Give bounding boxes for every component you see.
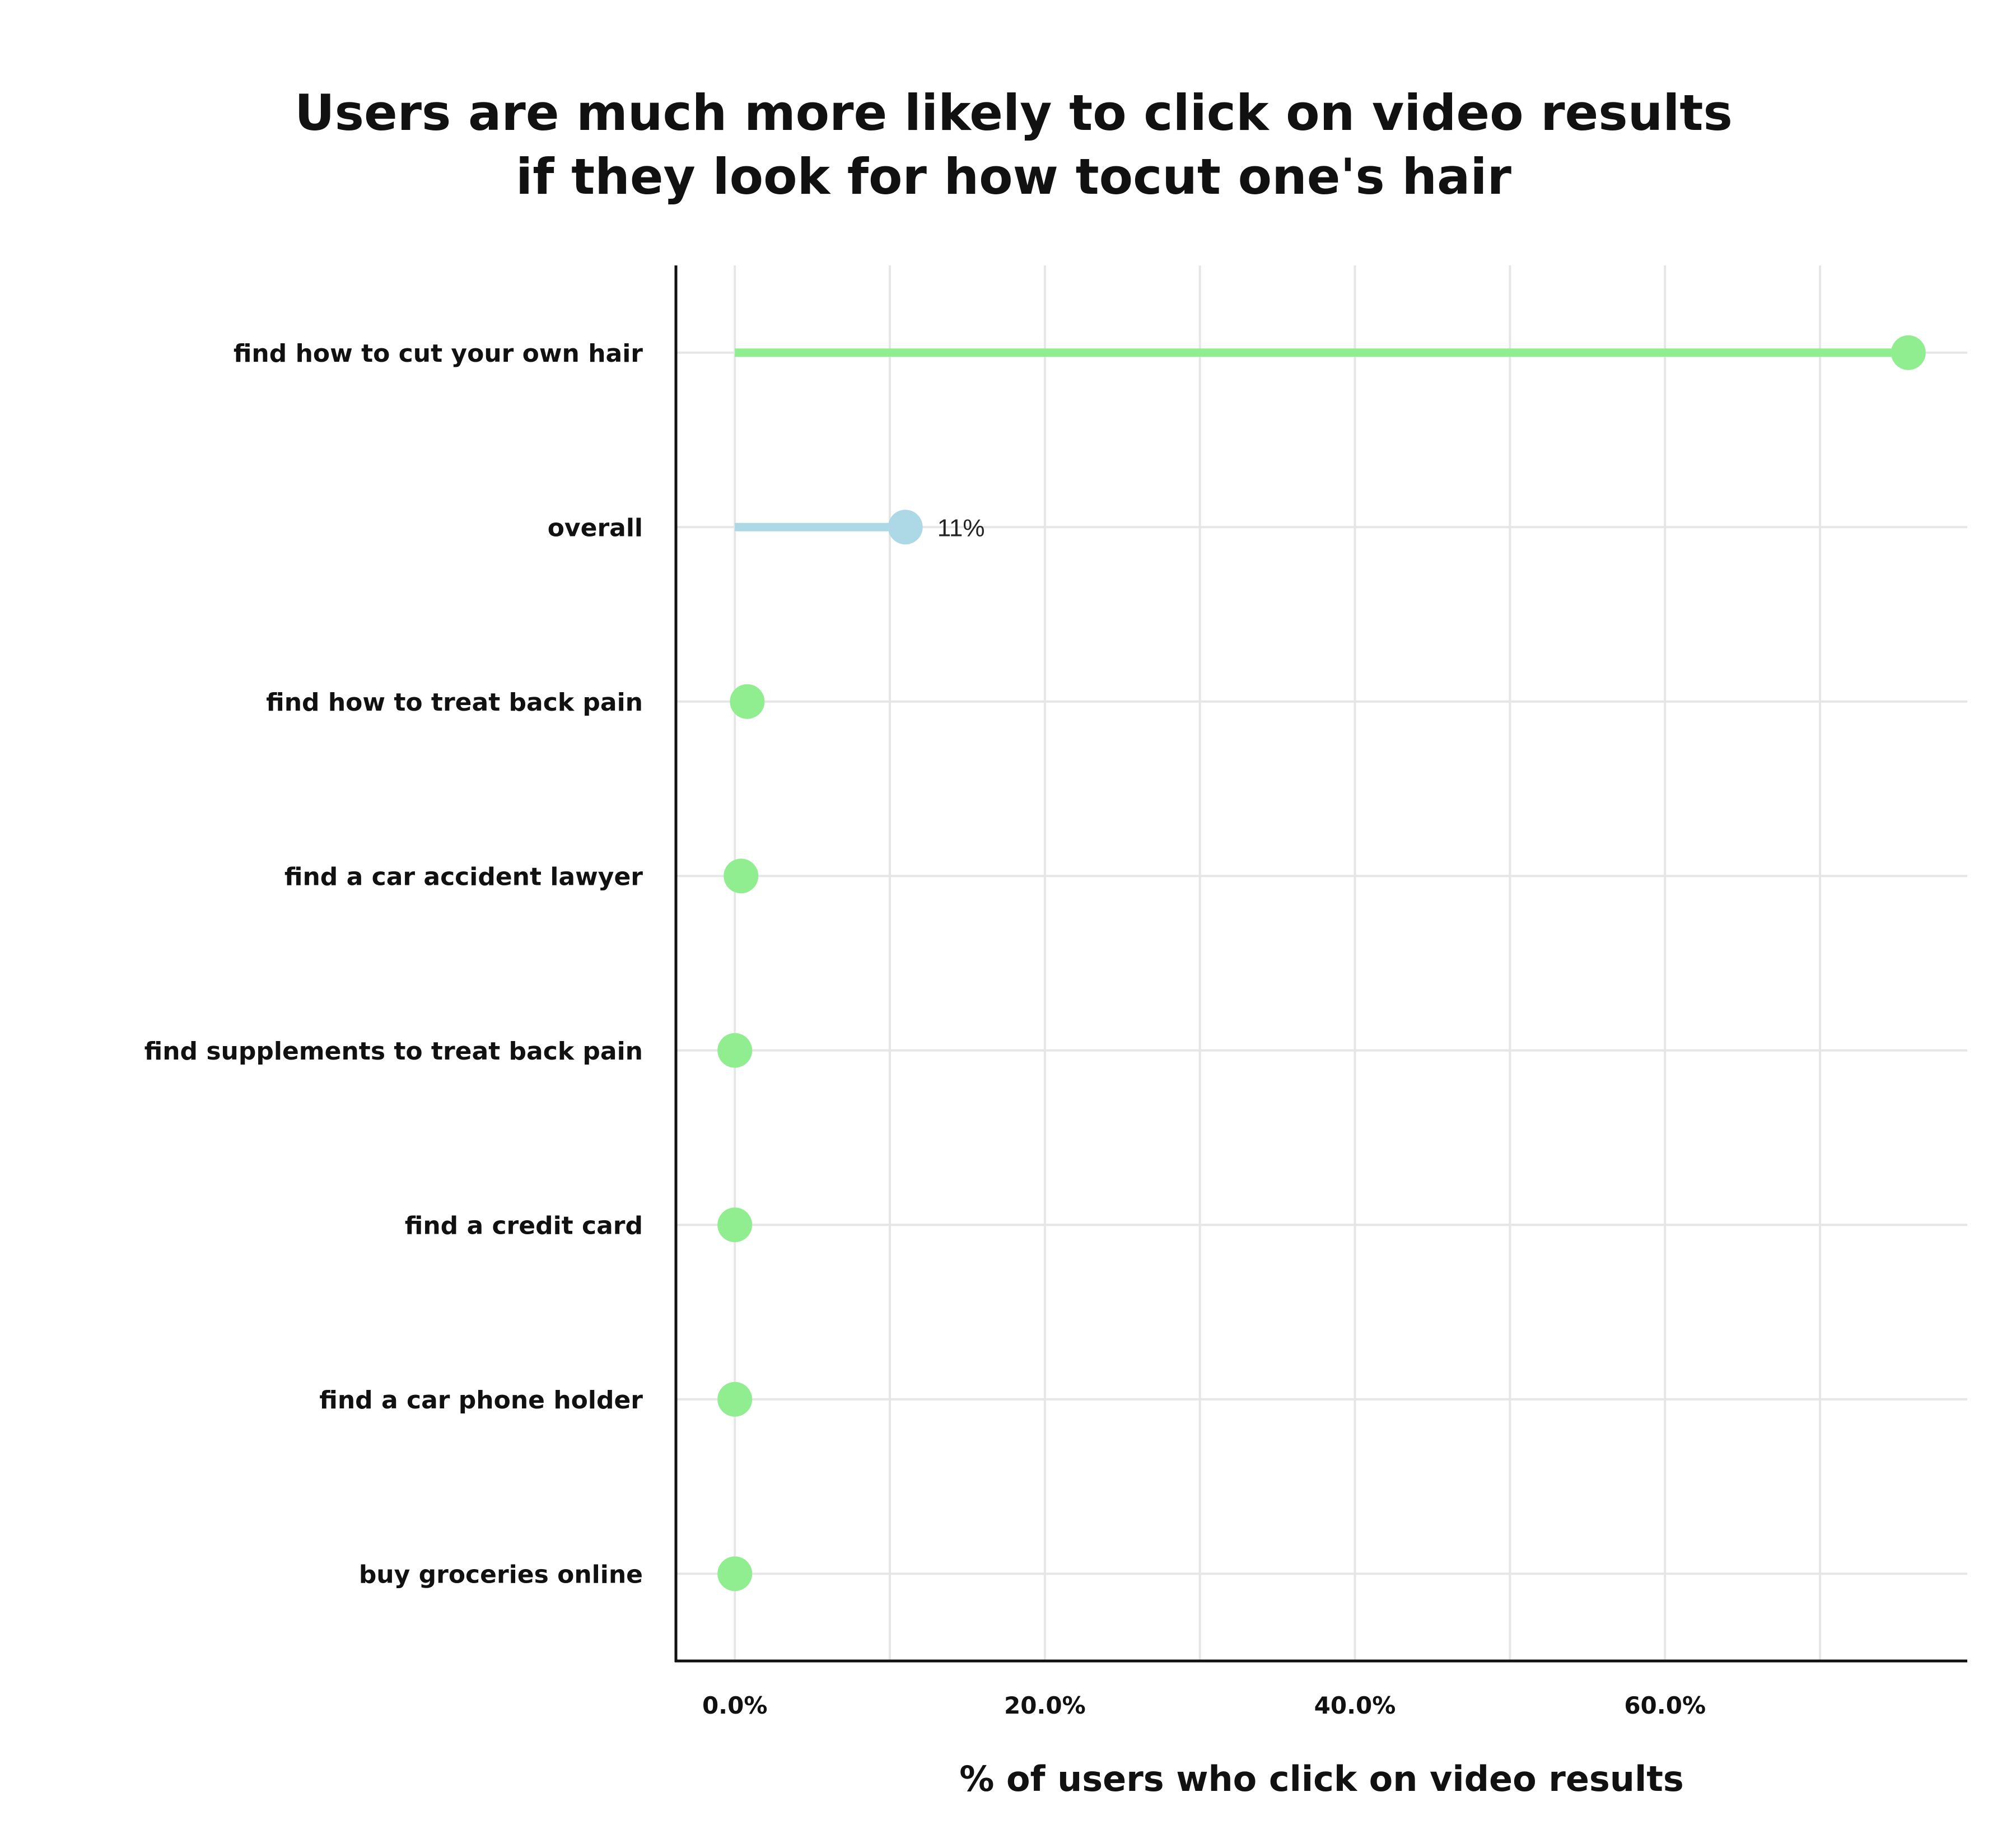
x-axis-title: % of users who click on video results	[959, 1758, 1684, 1799]
chart-title: Users are much more likely to click on v…	[295, 84, 1733, 206]
lollipop-dot	[888, 510, 923, 545]
lollipop-dot	[717, 1207, 753, 1243]
x-tick-label: 40.0%	[1314, 1692, 1396, 1719]
grid	[676, 265, 1967, 1660]
lollipop-dots	[717, 335, 1926, 1592]
chart-title-line-2: if they look for how tocut one's hair	[516, 148, 1512, 206]
y-tick-label: find a car accident lawyer	[284, 862, 643, 891]
data-labels: 11%	[937, 514, 985, 542]
y-tick-label: find how to treat back pain	[266, 688, 643, 717]
lollipop-dot	[717, 1556, 753, 1592]
lollipop-dot	[1891, 335, 1926, 370]
x-tick-label: 20.0%	[1004, 1692, 1086, 1719]
y-axis-tick-labels: find how to cut your own hair overall find…	[144, 339, 643, 1589]
x-tick-label: 0.0%	[702, 1692, 767, 1719]
y-tick-label: find supplements to treat back pain	[144, 1037, 643, 1066]
y-tick-label: buy groceries online	[359, 1560, 643, 1589]
y-tick-label: overall	[548, 514, 643, 542]
data-label: 11%	[937, 514, 985, 542]
lollipop-dot	[724, 858, 759, 894]
lollipop-dot	[717, 1382, 753, 1417]
lollipop-dot	[717, 1033, 753, 1068]
x-axis-tick-labels: 0.0% 20.0% 40.0% 60.0%	[702, 1692, 1706, 1719]
y-tick-label: find a credit card	[405, 1211, 643, 1240]
y-tick-label: find how to cut your own hair	[234, 339, 643, 368]
y-tick-label: find a car phone holder	[319, 1386, 643, 1415]
chart-title-line-1: Users are much more likely to click on v…	[295, 84, 1733, 142]
x-tick-label: 60.0%	[1624, 1692, 1706, 1719]
lollipop-dot	[730, 684, 765, 719]
